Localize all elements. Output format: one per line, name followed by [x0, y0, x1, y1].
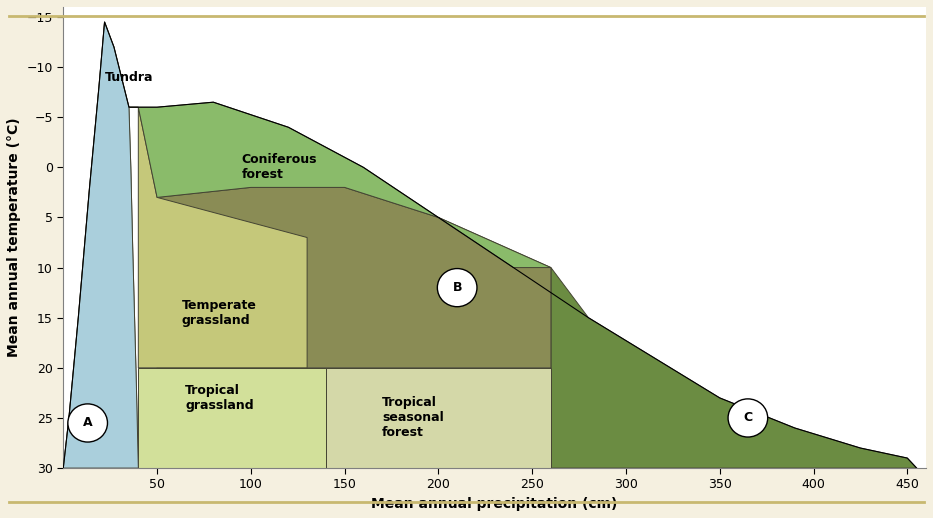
Text: Tropical
seasonal
forest: Tropical seasonal forest	[383, 396, 444, 439]
Polygon shape	[138, 107, 307, 368]
Polygon shape	[129, 102, 551, 268]
Polygon shape	[157, 188, 551, 368]
Y-axis label: Mean annual temperature (°C): Mean annual temperature (°C)	[7, 118, 21, 357]
X-axis label: Mean annual precipitation (cm): Mean annual precipitation (cm)	[371, 497, 618, 511]
Text: Tropical
grassland: Tropical grassland	[186, 384, 254, 412]
Polygon shape	[138, 368, 326, 468]
Text: Tundra: Tundra	[104, 70, 153, 83]
Ellipse shape	[438, 268, 477, 307]
Ellipse shape	[728, 399, 768, 437]
Polygon shape	[551, 268, 917, 468]
Polygon shape	[63, 22, 138, 468]
Text: Coniferous
forest: Coniferous forest	[242, 153, 317, 181]
Polygon shape	[326, 368, 551, 468]
Text: C: C	[744, 411, 752, 424]
Polygon shape	[63, 22, 138, 468]
Text: Temperate
grassland: Temperate grassland	[181, 299, 257, 327]
Ellipse shape	[68, 404, 107, 442]
Text: B: B	[453, 281, 462, 294]
Text: A: A	[83, 416, 92, 429]
